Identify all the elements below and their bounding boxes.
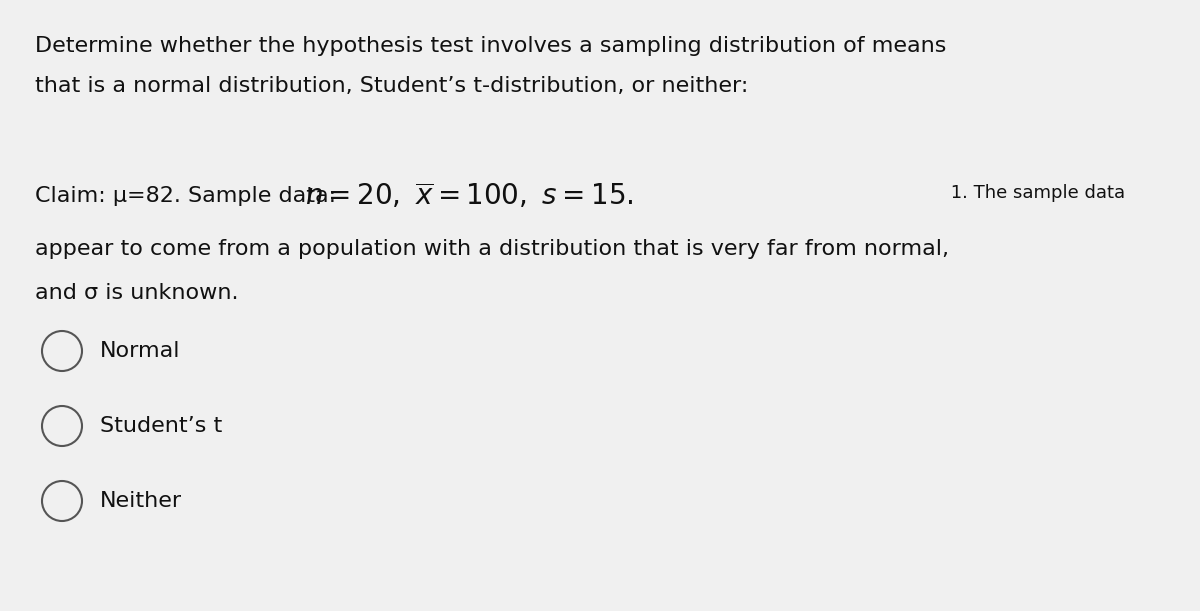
Text: Claim: μ=82. Sample data:: Claim: μ=82. Sample data:: [35, 186, 343, 206]
Text: Normal: Normal: [100, 341, 180, 361]
Text: and σ is unknown.: and σ is unknown.: [35, 283, 239, 303]
Text: appear to come from a population with a distribution that is very far from norma: appear to come from a population with a …: [35, 239, 949, 259]
Text: Neither: Neither: [100, 491, 182, 511]
Text: that is a normal distribution, Student’s t-distribution, or neither:: that is a normal distribution, Student’s…: [35, 76, 749, 96]
Text: Student’s t: Student’s t: [100, 416, 222, 436]
Text: 1. The sample data: 1. The sample data: [946, 184, 1126, 202]
Text: Determine whether the hypothesis test involves a sampling distribution of means: Determine whether the hypothesis test in…: [35, 36, 947, 56]
Text: $n = 20,\ \overline{x} = 100,\ s = 15.$: $n = 20,\ \overline{x} = 100,\ s = 15.$: [305, 181, 634, 211]
